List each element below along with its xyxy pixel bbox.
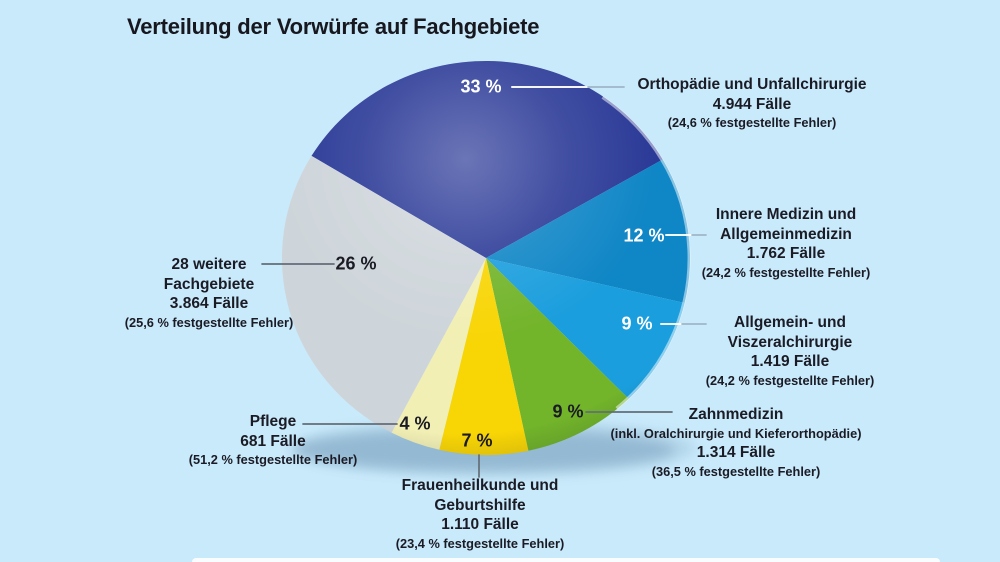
callout-viszeral: Allgemein- und Viszeralchirurgie 1.419 F… [706,313,875,390]
callout-innere-cases: 1.762 Fälle [746,245,826,262]
percent-label-viszeral: 9 % [621,313,653,334]
callout-innere-error: (24,2 % festgestellte Fehler) [701,264,871,280]
callout-orthopaedie-error: (24,6 % festgestellte Fehler) [667,115,837,130]
callout-orthopaedie-cases: 4.944 Fälle [712,95,792,113]
callout-innere-label: Innere Medizin und Allgemeinmedizin [715,206,857,243]
percent-label-pflege: 4 % [399,413,431,434]
callout-weitere-label: 28 weitere Fachgebiete [163,256,255,293]
pie-gloss-overlay [282,61,690,455]
callout-frauenheilkunde-cases: 1.110 Fälle [441,516,519,533]
callout-zahnmedizin-note: (inkl. Oralchirurgie und Kieferorthopädi… [610,425,862,441]
callout-viszeral-cases: 1.419 Fälle [750,353,830,370]
callout-viszeral-error: (24,2 % festgestellte Fehler) [705,372,875,388]
chart-title: Verteilung der Vorwürfe auf Fachgebiete [127,14,540,39]
bottom-edge-highlight [192,558,940,562]
percent-label-innere: 12 % [623,225,665,246]
callout-weitere-cases: 3.864 Fälle [169,295,249,312]
callout-weitere-error: (25,6 % festgestellte Fehler) [124,314,294,330]
pie-rim-highlight [601,96,691,410]
callout-frauenheilkunde: Frauenheilkunde und Geburtshilfe 1.110 F… [396,476,565,553]
callout-zahnmedizin-cases: 1.314 Fälle [696,444,776,461]
callout-orthopaedie: Orthopädie und Unfallchirurgie 4.944 Fäl… [637,75,866,133]
callout-frauenheilkunde-error: (23,4 % festgestellte Fehler) [395,535,565,551]
callout-pflege-cases: 681 Fälle [240,432,306,450]
callout-frauenheilkunde-label: Frauenheilkunde und Geburtshilfe [401,477,559,514]
callout-pflege-label: Pflege [249,413,297,430]
percent-label-weitere: 26 % [335,253,377,274]
percent-label-orthopaedie: 33 % [460,76,502,97]
percent-label-frauenheilkunde: 7 % [461,430,493,451]
callout-orthopaedie-label: Orthopädie und Unfallchirurgie [637,76,867,93]
callout-weitere: 28 weitere Fachgebiete 3.864 Fälle (25,6… [125,255,294,332]
callout-pflege: Pflege 681 Fälle (51,2 % festgestellte F… [189,412,358,470]
leader-lines [261,86,707,478]
callout-pflege-error: (51,2 % festgestellte Fehler) [188,452,358,467]
callout-zahnmedizin-label: Zahnmedizin [688,406,784,423]
callout-viszeral-label: Allgemein- und Viszeralchirurgie [727,314,853,351]
percent-label-zahnmedizin: 9 % [552,401,584,422]
callout-zahnmedizin: Zahnmedizin (inkl. Oralchirurgie und Kie… [611,405,862,481]
callout-innere: Innere Medizin und Allgemeinmedizin 1.76… [702,205,871,282]
callout-zahnmedizin-error: (36,5 % festgestellte Fehler) [651,463,821,479]
